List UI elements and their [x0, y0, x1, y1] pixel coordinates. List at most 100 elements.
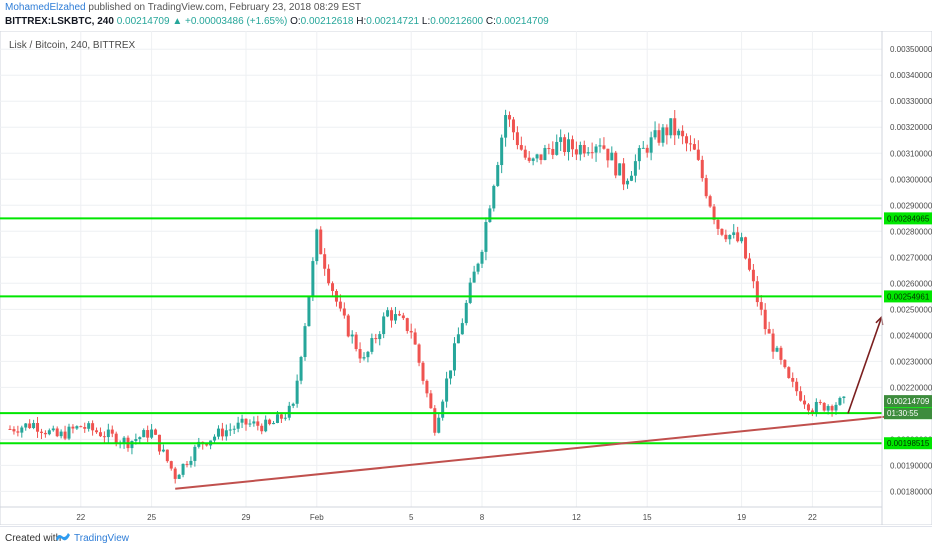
candle-body: [511, 119, 515, 133]
level-lines-layer[interactable]: [0, 217, 882, 445]
candle-body: [193, 446, 197, 461]
candle-body: [354, 334, 358, 350]
time-tick-label: 22: [76, 513, 85, 522]
candle-body: [374, 338, 378, 340]
time-axis[interactable]: 222529Feb581215192228Mar: [76, 513, 932, 522]
candle-body: [464, 302, 468, 324]
candle-body: [492, 185, 496, 209]
tradingview-logo-icon[interactable]: [55, 530, 71, 544]
candle-body: [146, 430, 150, 438]
candle-body: [547, 148, 551, 150]
candle-body: [751, 269, 755, 282]
candle-body: [456, 334, 460, 344]
time-tick-label: 8: [480, 513, 485, 522]
author-link[interactable]: MohamedElzahed: [5, 2, 86, 13]
candle-body: [810, 410, 814, 414]
candle-body: [673, 118, 677, 136]
candle-body: [688, 143, 692, 145]
candle-body: [397, 314, 401, 316]
candle-body: [36, 422, 40, 432]
candle-body: [570, 139, 574, 150]
candle-body: [472, 271, 476, 283]
candle-body: [763, 309, 767, 330]
tradingview-brand[interactable]: TradingView: [74, 533, 130, 544]
candle-body: [173, 468, 177, 479]
candle-body: [531, 158, 535, 161]
countdown-label: 01:30:55: [887, 409, 919, 418]
candle-body: [390, 310, 394, 321]
time-tick-label: 29: [242, 513, 251, 522]
price-tick-label: 0.00350000: [890, 45, 932, 54]
price-axis-labels: 0.002849650.002549610.002100940.00198515…: [884, 212, 932, 450]
candle-body: [39, 431, 43, 433]
candle-body: [114, 433, 118, 445]
candle-body: [539, 154, 543, 161]
candle-body: [681, 130, 685, 137]
candle-body: [177, 474, 181, 479]
candle-body: [551, 148, 555, 155]
candle-body: [744, 237, 748, 259]
candle-body: [370, 338, 374, 352]
price-tick-label: 0.00340000: [890, 71, 932, 80]
candle-body: [75, 426, 79, 429]
price-tick-label: 0.00320000: [890, 123, 932, 132]
open-label: O:: [290, 16, 301, 27]
candle-body: [629, 175, 633, 181]
candle-body: [28, 423, 32, 429]
candle-body: [452, 343, 456, 371]
candle-body: [346, 315, 350, 337]
candle-body: [637, 148, 641, 162]
candle-body: [362, 357, 366, 359]
price-chart[interactable]: Lisk / Bitcoin, 240, BITTREX 0.00180000 0…: [0, 30, 932, 526]
candle-body: [102, 436, 106, 438]
candle-body: [295, 380, 299, 404]
candle-body: [150, 429, 154, 438]
projection-arrow-line[interactable]: [847, 316, 883, 414]
candle-body: [252, 421, 256, 424]
candle-body: [559, 137, 563, 142]
candle-body: [417, 344, 421, 363]
candle-body: [421, 362, 425, 381]
candle-body: [378, 334, 382, 340]
high-label: H:: [356, 16, 367, 27]
support-trendline[interactable]: [175, 412, 919, 490]
time-tick-label: 22: [808, 513, 817, 522]
candle-body: [213, 436, 217, 441]
chart-frame[interactable]: Lisk / Bitcoin, 240, BITTREX 0.00180000 0…: [0, 30, 932, 526]
candle-body: [563, 137, 567, 153]
close-value: 0.00214709: [495, 16, 549, 27]
candle-body: [342, 308, 346, 316]
candle-body: [256, 421, 260, 426]
level-price-label: 0.00284965: [887, 214, 930, 223]
price-change: +0.00003486 (+1.65%): [185, 16, 288, 27]
candle-body: [291, 403, 295, 406]
candle-body: [736, 232, 740, 242]
candle-body: [248, 423, 252, 425]
level-price-label: 0.00198515: [887, 439, 930, 448]
current-price-label: 0.00214709: [887, 397, 930, 406]
change-arrow-icon: ▲: [172, 16, 183, 27]
candle-body: [716, 219, 720, 229]
candle-body: [315, 229, 319, 262]
candle-body: [590, 152, 594, 154]
candle-body: [606, 148, 610, 161]
time-tick-label: Feb: [310, 513, 324, 522]
symbol-name[interactable]: BITTREX:LSKBTC, 240: [5, 16, 114, 27]
candle-body: [523, 149, 527, 158]
candle-body: [382, 316, 386, 335]
candle-body: [806, 404, 810, 411]
candle-body: [449, 370, 453, 379]
price-axis[interactable]: 0.001800000.001900000.002000000.00210000…: [890, 45, 932, 496]
candle-body: [720, 228, 724, 235]
candle-body: [275, 414, 279, 423]
publish-line: MohamedElzahed published on TradingView.…: [5, 2, 361, 13]
candle-body: [677, 130, 681, 136]
candle-body: [134, 439, 138, 441]
candle-body: [20, 427, 24, 433]
candle-body: [567, 139, 571, 153]
price-tick-label: 0.00190000: [890, 461, 932, 470]
candle-body: [441, 401, 445, 418]
candle-body: [331, 283, 335, 292]
candle-body: [669, 118, 673, 136]
candle-body: [47, 430, 51, 435]
